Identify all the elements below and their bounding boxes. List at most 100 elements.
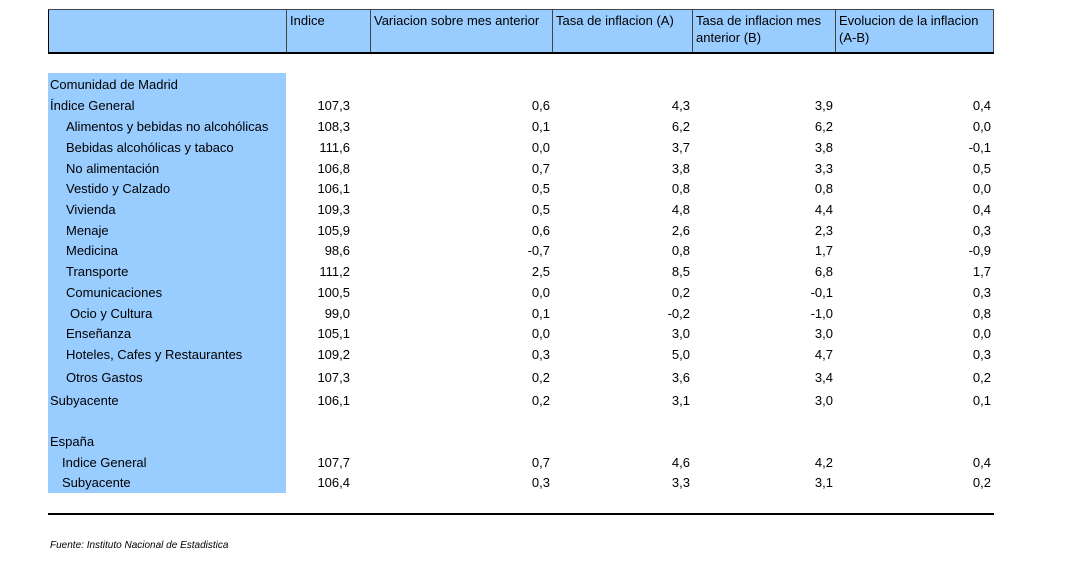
cell-evolucion: 0,3 bbox=[972, 223, 991, 238]
source-note: Fuente: Instituto Nacional de Estadistic… bbox=[50, 540, 229, 551]
cell-tasa-b: 2,3 bbox=[814, 223, 833, 238]
cell-evolucion: -0,9 bbox=[968, 243, 991, 258]
cell-tasa-a: 3,3 bbox=[671, 475, 690, 490]
cell-indice: 109,3 bbox=[317, 202, 350, 217]
cell-variacion: 0,1 bbox=[531, 306, 550, 321]
cell-evolucion: 0,5 bbox=[972, 161, 991, 176]
cell-tasa-a: 4,3 bbox=[671, 98, 690, 113]
table-row: Comunicaciones 100,5 0,0 0,2 -0,1 0,3 bbox=[0, 283, 1077, 303]
cell-evolucion: 1,7 bbox=[972, 264, 991, 279]
cell-variacion: 0,7 bbox=[531, 455, 550, 470]
cell-evolucion: 0,8 bbox=[972, 306, 991, 321]
cell-variacion: 0,5 bbox=[531, 181, 550, 196]
cell-indice: 100,5 bbox=[317, 285, 350, 300]
cell-indice: 109,2 bbox=[317, 347, 350, 362]
row-label: Transporte bbox=[66, 264, 129, 279]
header-cell-evolucion: Evolucion de la inflacion (A-B) bbox=[835, 10, 994, 52]
row-label: Menaje bbox=[66, 223, 109, 238]
cell-evolucion: 0,2 bbox=[972, 370, 991, 385]
cell-variacion: 0,3 bbox=[531, 347, 550, 362]
cell-indice: 98,6 bbox=[324, 243, 350, 258]
table-row: Vivienda 109,3 0,5 4,8 4,4 0,4 bbox=[0, 200, 1077, 220]
cell-evolucion: 0,2 bbox=[972, 475, 991, 490]
cell-tasa-a: 2,6 bbox=[671, 223, 690, 238]
table-row: Bebidas alcohólicas y tabaco 111,6 0,0 3… bbox=[0, 138, 1077, 158]
cell-tasa-a: 8,5 bbox=[671, 264, 690, 279]
cell-tasa-a: 6,2 bbox=[671, 119, 690, 134]
cell-tasa-a: 3,6 bbox=[671, 370, 690, 385]
cell-variacion: 0,6 bbox=[531, 98, 550, 113]
cell-indice: 106,1 bbox=[317, 393, 350, 408]
cell-evolucion: 0,3 bbox=[972, 285, 991, 300]
row-label: España bbox=[50, 434, 95, 449]
row-label: Vivienda bbox=[66, 202, 116, 217]
cell-tasa-b: 1,7 bbox=[814, 243, 833, 258]
table-row: Indice General 107,7 0,7 4,6 4,2 0,4 bbox=[0, 453, 1077, 473]
cell-tasa-b: 4,4 bbox=[814, 202, 833, 217]
table-row: España bbox=[0, 432, 1077, 452]
row-label: Subyacente bbox=[50, 393, 119, 408]
table-row: Otros Gastos 107,3 0,2 3,6 3,4 0,2 bbox=[0, 368, 1077, 388]
cell-indice: 107,3 bbox=[317, 370, 350, 385]
row-label: Bebidas alcohólicas y tabaco bbox=[66, 140, 234, 155]
cell-variacion: 0,6 bbox=[531, 223, 550, 238]
cell-indice: 105,9 bbox=[317, 223, 350, 238]
cell-evolucion: 0,0 bbox=[972, 119, 991, 134]
cell-evolucion: 0,4 bbox=[972, 202, 991, 217]
cell-tasa-b: 3,0 bbox=[814, 393, 833, 408]
cell-tasa-a: 3,7 bbox=[671, 140, 690, 155]
cell-evolucion: 0,0 bbox=[972, 326, 991, 341]
table-row: Comunidad de Madrid bbox=[0, 75, 1077, 95]
table-row: Menaje 105,9 0,6 2,6 2,3 0,3 bbox=[0, 221, 1077, 241]
row-label: Comunidad de Madrid bbox=[50, 77, 178, 92]
cell-variacion: 0,7 bbox=[531, 161, 550, 176]
table-row: Vestido y Calzado 106,1 0,5 0,8 0,8 0,0 bbox=[0, 179, 1077, 199]
cell-variacion: 0,3 bbox=[531, 475, 550, 490]
table-row: Subyacente 106,1 0,2 3,1 3,0 0,1 bbox=[0, 391, 1077, 411]
cell-tasa-b: -1,0 bbox=[810, 306, 833, 321]
cell-evolucion: 0,3 bbox=[972, 347, 991, 362]
cell-tasa-b: 6,8 bbox=[814, 264, 833, 279]
cell-variacion: 2,5 bbox=[531, 264, 550, 279]
table-row: Medicina 98,6 -0,7 0,8 1,7 -0,9 bbox=[0, 241, 1077, 261]
cell-tasa-b: 3,1 bbox=[814, 475, 833, 490]
cell-variacion: 0,0 bbox=[531, 326, 550, 341]
cell-variacion: 0,0 bbox=[531, 140, 550, 155]
cell-variacion: 0,2 bbox=[531, 370, 550, 385]
cell-evolucion: -0,1 bbox=[968, 140, 991, 155]
cell-tasa-b: 4,2 bbox=[814, 455, 833, 470]
cell-variacion: 0,5 bbox=[531, 202, 550, 217]
row-label: No alimentación bbox=[66, 161, 160, 176]
row-label: Medicina bbox=[66, 243, 119, 258]
table-row: Ocio y Cultura 99,0 0,1 -0,2 -1,0 0,8 bbox=[0, 304, 1077, 324]
row-label: Índice General bbox=[50, 98, 135, 113]
header-cell-indice: Indice bbox=[286, 10, 370, 52]
cell-variacion: 0,1 bbox=[531, 119, 550, 134]
cell-tasa-a: 3,1 bbox=[671, 393, 690, 408]
row-label: Vestido y Calzado bbox=[66, 181, 171, 196]
cell-variacion: 0,0 bbox=[531, 285, 550, 300]
table-row: Transporte 111,2 2,5 8,5 6,8 1,7 bbox=[0, 262, 1077, 282]
cell-indice: 108,3 bbox=[317, 119, 350, 134]
cell-indice: 106,4 bbox=[317, 475, 350, 490]
row-label: Subyacente bbox=[62, 475, 131, 490]
row-label: Ocio y Cultura bbox=[70, 306, 153, 321]
header-cell-tasa-b: Tasa de inflacion mes anterior (B) bbox=[692, 10, 835, 52]
cell-tasa-a: 0,8 bbox=[671, 243, 690, 258]
cell-variacion: -0,7 bbox=[527, 243, 550, 258]
cell-tasa-b: 3,9 bbox=[814, 98, 833, 113]
cell-indice: 106,1 bbox=[317, 181, 350, 196]
row-label: Alimentos y bebidas no alcohólicas bbox=[66, 119, 269, 134]
cell-tasa-b: 3,0 bbox=[814, 326, 833, 341]
cell-tasa-a: 0,2 bbox=[671, 285, 690, 300]
cell-tasa-a: 5,0 bbox=[671, 347, 690, 362]
cell-evolucion: 0,4 bbox=[972, 98, 991, 113]
row-label: Otros Gastos bbox=[66, 370, 143, 385]
cell-indice: 105,1 bbox=[317, 326, 350, 341]
cell-tasa-b: 3,4 bbox=[814, 370, 833, 385]
cell-tasa-b: 6,2 bbox=[814, 119, 833, 134]
label-column-background bbox=[48, 73, 286, 493]
table-row: Índice General 107,3 0,6 4,3 3,9 0,4 bbox=[0, 96, 1077, 116]
cell-variacion: 0,2 bbox=[531, 393, 550, 408]
cell-evolucion: 0,0 bbox=[972, 181, 991, 196]
